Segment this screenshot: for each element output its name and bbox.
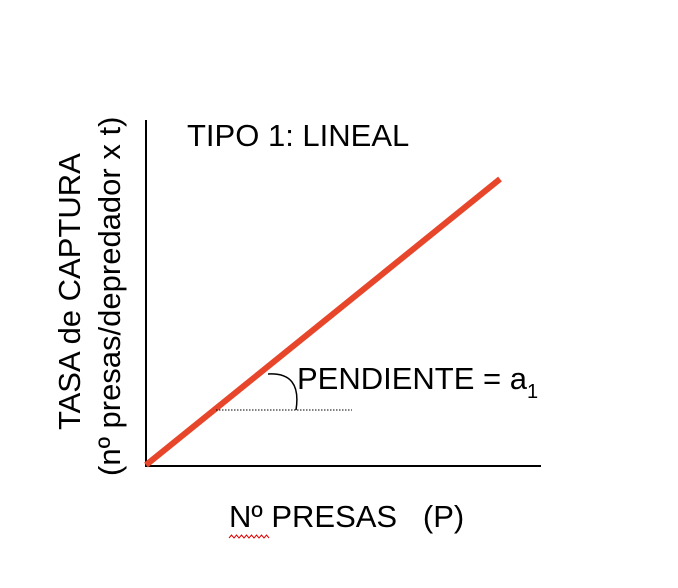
y-axis-label-main: TASA de CAPTURA [52, 153, 87, 430]
slope-label-text: PENDIENTE = a [297, 361, 528, 396]
spellcheck-underline [228, 534, 270, 539]
slope-angle-arc [267, 373, 298, 411]
slope-label-subscript: 1 [527, 381, 538, 403]
linear-response-line [144, 176, 502, 468]
diagram-title: TIPO 1: LINEAL [187, 118, 409, 153]
slope-label: PENDIENTE = a1 [297, 361, 538, 403]
y-axis-label-units: (nº presas/depredador x t) [92, 117, 127, 476]
x-axis-label: Nº PRESAS (P) [229, 499, 464, 534]
